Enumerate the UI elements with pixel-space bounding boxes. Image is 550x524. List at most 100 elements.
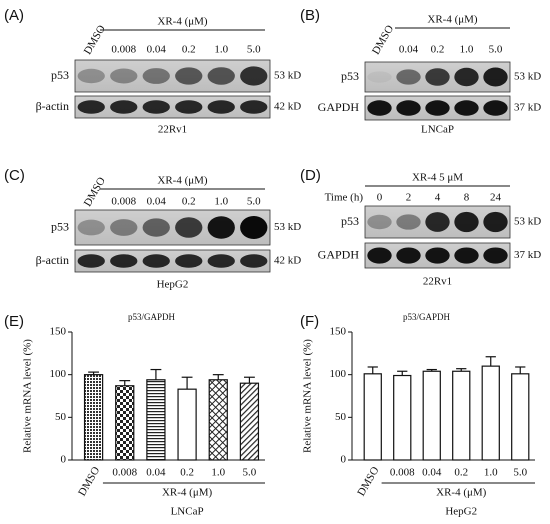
band	[367, 71, 392, 83]
bar	[146, 379, 166, 461]
bar	[83, 374, 104, 461]
panel-label: (A)	[4, 7, 24, 24]
band	[367, 214, 392, 230]
band-size: 42 kD	[274, 101, 301, 113]
y-tick-label: 150	[330, 326, 347, 338]
cell-line: LNCaP	[421, 124, 454, 136]
cell-line: 22Rv1	[423, 276, 452, 288]
lane-label: 4	[435, 192, 441, 204]
lane-label: 1.0	[214, 196, 228, 208]
blot-strip	[74, 209, 271, 246]
band	[142, 68, 170, 84]
treatment-label: XR-4 (μM)	[157, 16, 208, 28]
lane-label: 0.04	[399, 44, 419, 56]
band	[425, 100, 450, 116]
band	[396, 214, 421, 230]
band	[207, 254, 235, 268]
band	[175, 217, 203, 238]
lane-label: 0.04	[147, 44, 167, 56]
band	[110, 100, 138, 114]
y-tick-label: 100	[50, 368, 67, 380]
band	[207, 100, 235, 114]
lane-label: 5.0	[247, 196, 261, 208]
band-size: 53 kD	[274, 70, 301, 82]
band	[77, 100, 105, 114]
cell-line: LNCaP	[171, 506, 204, 518]
band	[483, 211, 508, 233]
x-axis-label: XR-4 (μM)	[436, 487, 487, 499]
lane-label: 24	[490, 192, 502, 204]
lane-label: 0.2	[182, 44, 196, 56]
band	[425, 247, 450, 264]
bar	[393, 374, 412, 461]
band-size: 42 kD	[274, 255, 301, 267]
lane-label: 0.2	[431, 44, 445, 56]
x-tick-label: 0.2	[454, 467, 468, 479]
band	[175, 254, 203, 268]
cell-line: HepG2	[157, 279, 189, 291]
row-name: β-actin	[36, 253, 69, 267]
x-tick-label: 1.0	[484, 467, 498, 479]
band	[240, 215, 268, 240]
x-axis-label: XR-4 (μM)	[162, 487, 213, 499]
band	[454, 67, 479, 87]
row-name: β-actin	[36, 99, 69, 113]
band	[175, 100, 203, 114]
lane-label: 1.0	[214, 44, 228, 56]
panel-label: (D)	[300, 167, 321, 184]
row-name: GAPDH	[318, 100, 360, 114]
y-axis-label: Relative mRNA level (%)	[302, 339, 314, 453]
band	[77, 254, 105, 268]
row-name: p53	[51, 68, 69, 82]
y-tick-label: 0	[61, 454, 67, 466]
y-tick-label: 100	[330, 368, 347, 380]
bar	[422, 370, 441, 461]
x-tick-label: 0.04	[146, 467, 166, 479]
band-size: 53 kD	[514, 216, 541, 228]
band	[396, 100, 421, 116]
y-axis-label: Relative mRNA level (%)	[22, 339, 34, 453]
band	[483, 100, 508, 116]
bar	[452, 370, 471, 461]
chart-title: p53/GAPDH	[403, 312, 451, 322]
band	[483, 247, 508, 264]
cell-line: HepG2	[445, 506, 477, 518]
lane-label: 0	[377, 192, 383, 204]
band-size: 53 kD	[274, 221, 301, 233]
band	[77, 219, 105, 236]
lane-label: 0.008	[111, 196, 136, 208]
lane-label: 0.04	[147, 196, 167, 208]
band	[240, 66, 268, 86]
band	[207, 67, 235, 85]
band	[240, 100, 268, 114]
row-name: p53	[51, 219, 69, 233]
x-tick-label: 0.04	[422, 467, 442, 479]
lane-label: 5.0	[489, 44, 503, 56]
row-name: p53	[341, 214, 359, 228]
band	[142, 218, 170, 237]
x-tick-label: 0.008	[390, 467, 415, 479]
bar	[511, 373, 530, 461]
bar	[208, 379, 228, 461]
band	[483, 67, 508, 87]
lane-label: 5.0	[247, 44, 261, 56]
x-tick-label: 5.0	[243, 467, 257, 479]
band	[367, 100, 392, 116]
bar	[177, 388, 197, 461]
band	[425, 68, 450, 86]
chart-title: p53/GAPDH	[128, 312, 176, 322]
row-name: GAPDH	[318, 247, 360, 261]
y-tick-label: 150	[50, 326, 67, 338]
band	[396, 247, 421, 264]
row-name: p53	[341, 69, 359, 83]
x-tick-label: DMSO	[76, 465, 102, 499]
band	[454, 211, 479, 233]
band	[77, 68, 105, 84]
lane-label: 0.008	[111, 44, 136, 56]
cell-line: 22Rv1	[158, 124, 187, 136]
bar	[363, 373, 382, 461]
band-size: 37 kD	[514, 249, 541, 261]
band	[454, 247, 479, 264]
